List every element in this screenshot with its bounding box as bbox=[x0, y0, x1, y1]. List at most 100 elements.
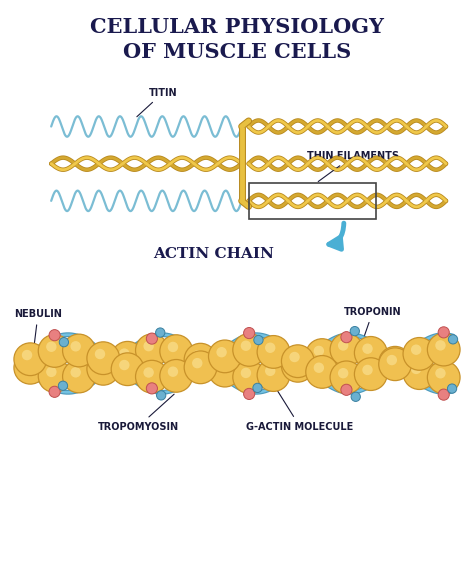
Circle shape bbox=[244, 328, 255, 339]
Circle shape bbox=[428, 361, 460, 394]
Circle shape bbox=[244, 389, 255, 399]
Circle shape bbox=[355, 358, 387, 390]
Circle shape bbox=[136, 334, 168, 366]
Circle shape bbox=[38, 335, 71, 367]
Circle shape bbox=[160, 360, 192, 392]
Circle shape bbox=[233, 361, 265, 393]
Circle shape bbox=[306, 339, 338, 372]
Circle shape bbox=[49, 386, 60, 397]
Circle shape bbox=[403, 357, 436, 389]
Circle shape bbox=[95, 360, 105, 370]
Circle shape bbox=[156, 391, 166, 400]
Circle shape bbox=[71, 341, 81, 352]
Circle shape bbox=[428, 333, 460, 366]
Circle shape bbox=[144, 341, 154, 351]
Circle shape bbox=[411, 364, 421, 374]
Circle shape bbox=[217, 361, 227, 372]
Circle shape bbox=[282, 345, 314, 378]
Circle shape bbox=[46, 366, 56, 377]
Circle shape bbox=[438, 327, 449, 338]
Circle shape bbox=[314, 346, 324, 356]
Circle shape bbox=[411, 344, 421, 355]
Circle shape bbox=[14, 352, 46, 384]
Circle shape bbox=[362, 344, 373, 354]
Circle shape bbox=[184, 351, 217, 384]
Circle shape bbox=[49, 329, 60, 341]
Circle shape bbox=[351, 392, 360, 401]
Circle shape bbox=[379, 348, 411, 381]
Circle shape bbox=[362, 365, 373, 375]
FancyArrowPatch shape bbox=[329, 223, 344, 249]
Circle shape bbox=[289, 352, 300, 362]
Circle shape bbox=[38, 360, 71, 393]
Circle shape bbox=[209, 340, 241, 373]
Circle shape bbox=[387, 355, 397, 365]
Text: OF MUSCLE CELLS: OF MUSCLE CELLS bbox=[123, 42, 351, 62]
Circle shape bbox=[314, 362, 324, 373]
Circle shape bbox=[306, 356, 338, 388]
Circle shape bbox=[330, 333, 363, 366]
Circle shape bbox=[438, 389, 449, 400]
Circle shape bbox=[403, 337, 436, 370]
Circle shape bbox=[46, 341, 56, 352]
Circle shape bbox=[22, 350, 32, 360]
Text: TITIN: TITIN bbox=[137, 88, 177, 117]
Circle shape bbox=[192, 358, 202, 368]
Circle shape bbox=[63, 360, 95, 393]
Circle shape bbox=[265, 366, 275, 376]
Text: NEBULIN: NEBULIN bbox=[14, 310, 62, 355]
Text: ACTIN CHAIN: ACTIN CHAIN bbox=[153, 248, 274, 261]
Circle shape bbox=[341, 332, 352, 343]
Circle shape bbox=[341, 384, 352, 395]
Circle shape bbox=[379, 347, 411, 379]
Circle shape bbox=[241, 368, 251, 378]
Circle shape bbox=[387, 353, 397, 364]
Circle shape bbox=[58, 381, 68, 390]
Circle shape bbox=[71, 367, 81, 377]
Circle shape bbox=[253, 384, 262, 393]
Circle shape bbox=[254, 335, 263, 345]
Circle shape bbox=[155, 328, 165, 337]
Circle shape bbox=[355, 336, 387, 369]
Circle shape bbox=[184, 343, 217, 376]
Circle shape bbox=[144, 367, 154, 378]
Circle shape bbox=[241, 340, 251, 351]
Bar bbox=[248, 183, 376, 218]
Circle shape bbox=[265, 343, 275, 353]
Circle shape bbox=[160, 335, 192, 368]
Circle shape bbox=[289, 356, 300, 367]
Circle shape bbox=[87, 342, 119, 374]
Circle shape bbox=[192, 351, 202, 361]
Text: TROPOMYOSIN: TROPOMYOSIN bbox=[98, 394, 179, 431]
Circle shape bbox=[146, 333, 157, 344]
Circle shape bbox=[448, 335, 457, 344]
Text: CELLULAR PHYSIOLOGY: CELLULAR PHYSIOLOGY bbox=[90, 17, 384, 36]
Text: TROPONIN: TROPONIN bbox=[344, 307, 401, 385]
Circle shape bbox=[146, 383, 157, 394]
Circle shape bbox=[95, 349, 105, 359]
Circle shape bbox=[233, 333, 265, 366]
Circle shape bbox=[59, 337, 69, 347]
Circle shape bbox=[338, 368, 348, 378]
Circle shape bbox=[338, 340, 348, 351]
Circle shape bbox=[435, 368, 446, 378]
Circle shape bbox=[447, 384, 457, 393]
Circle shape bbox=[14, 343, 46, 376]
Circle shape bbox=[63, 334, 95, 367]
Circle shape bbox=[119, 360, 129, 370]
Circle shape bbox=[350, 327, 359, 336]
Circle shape bbox=[282, 349, 314, 382]
Circle shape bbox=[257, 336, 290, 368]
Text: THIN FILAMENTS: THIN FILAMENTS bbox=[307, 151, 399, 182]
Circle shape bbox=[168, 342, 178, 352]
Circle shape bbox=[217, 347, 227, 357]
Circle shape bbox=[87, 352, 119, 385]
Circle shape bbox=[111, 353, 144, 386]
Circle shape bbox=[22, 358, 32, 369]
Circle shape bbox=[119, 348, 129, 359]
Circle shape bbox=[330, 361, 363, 394]
Text: G-ACTIN MOLECULE: G-ACTIN MOLECULE bbox=[246, 387, 354, 431]
Circle shape bbox=[435, 340, 446, 351]
Circle shape bbox=[209, 354, 241, 387]
Circle shape bbox=[136, 360, 168, 393]
